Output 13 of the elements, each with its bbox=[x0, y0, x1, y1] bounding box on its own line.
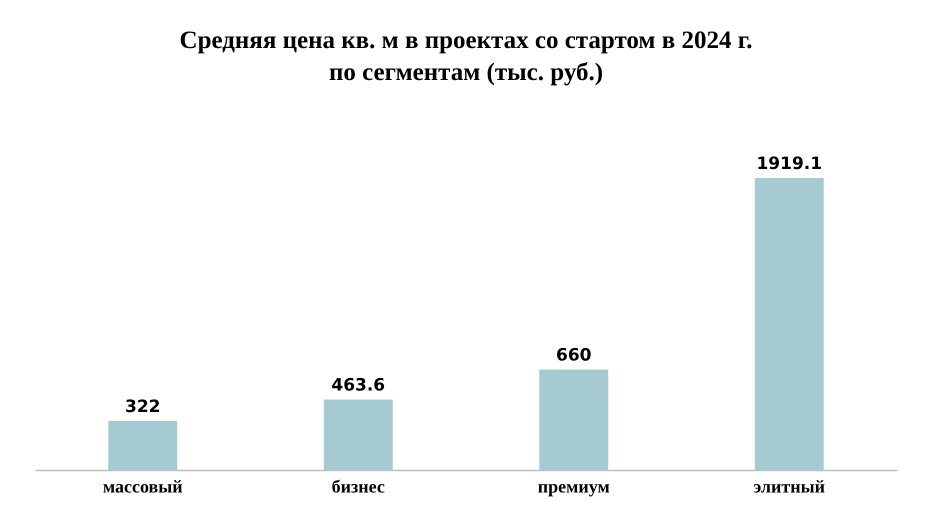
bar bbox=[539, 370, 608, 470]
data-label: 660 bbox=[556, 346, 592, 366]
bar bbox=[108, 421, 178, 470]
bar bbox=[324, 399, 393, 470]
x-tick-label: массовый bbox=[102, 476, 183, 496]
bar bbox=[754, 178, 824, 470]
data-label: 322 bbox=[125, 397, 160, 418]
x-tick-label: премиум bbox=[538, 476, 610, 496]
data-label: 1919.1 bbox=[756, 154, 822, 174]
x-tick-label: элитный bbox=[753, 476, 826, 496]
x-tick-label: бизнес bbox=[332, 476, 385, 496]
data-label: 463.6 bbox=[331, 375, 386, 396]
chart-title: Средняя цена кв. м в проектах со стартом в 2024 г. по сегментам (тыс. руб.) bbox=[180, 27, 752, 86]
